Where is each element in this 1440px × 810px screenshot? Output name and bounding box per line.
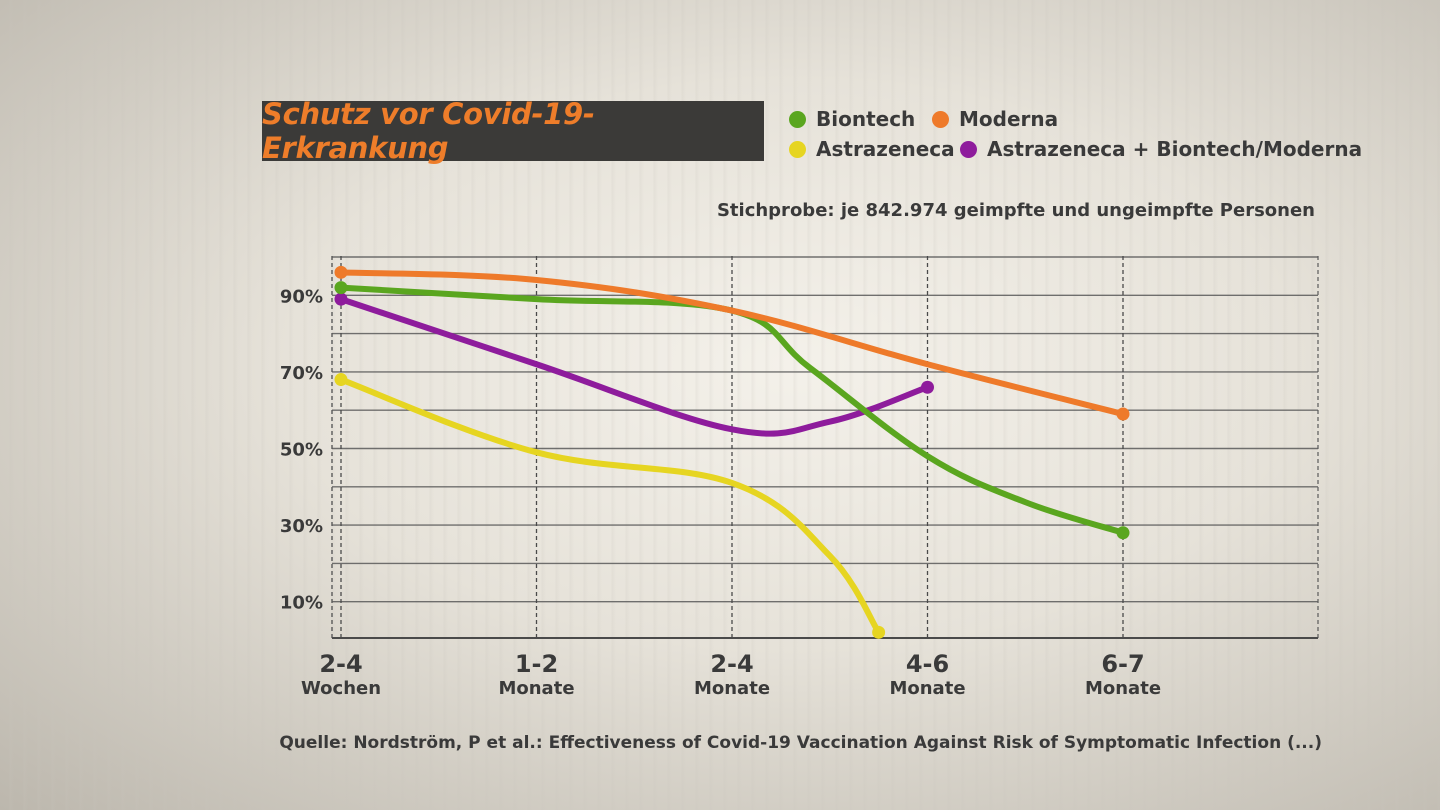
x-tick-sublabel: Wochen xyxy=(301,678,381,699)
x-tick-label: 2-4 xyxy=(319,650,362,678)
legend-dot-icon xyxy=(789,140,806,158)
legend-dot-icon xyxy=(932,110,949,128)
series-line-astrazeneca-biontech-moderna xyxy=(338,296,931,437)
data-point-biontech xyxy=(334,281,348,295)
chart-source: Quelle: Nordström, P et al.: Effectivene… xyxy=(279,733,1322,753)
legend-label-astrazeneca-biontech-moderna: Astrazeneca + Biontech/Moderna xyxy=(987,137,1363,161)
x-tick-sublabel: Monate xyxy=(498,678,574,699)
y-tick-label: 30% xyxy=(280,516,323,537)
chart-title: Schutz vor Covid-19-Erkrankung xyxy=(262,97,595,165)
chart-subtitle: Stichprobe: je 842.974 geimpfte und unge… xyxy=(716,200,1315,221)
data-point-moderna xyxy=(1116,407,1130,421)
x-tick-label: 4-6 xyxy=(906,650,949,678)
legend-label-biontech: Biontech xyxy=(816,107,916,131)
y-tick-label: 10% xyxy=(280,593,323,614)
y-tick-label: 50% xyxy=(280,440,323,461)
y-tick-label: 70% xyxy=(280,363,323,384)
data-point-moderna xyxy=(334,265,348,279)
legend-item-moderna: Moderna xyxy=(932,107,1058,131)
data-point-biontech xyxy=(1116,526,1130,540)
legend-item-astrazeneca-biontech-moderna: Astrazeneca + Biontech/Moderna xyxy=(960,137,1362,161)
series-line-astrazeneca xyxy=(338,376,882,636)
data-point-astrazeneca xyxy=(872,625,886,639)
legend-label-astrazeneca: Astrazeneca xyxy=(816,137,955,161)
x-tick-sublabel: Monate xyxy=(889,678,965,699)
legend-item-astrazeneca: Astrazeneca xyxy=(789,137,955,161)
legend-item-biontech: Biontech xyxy=(789,107,915,131)
data-point-astrazeneca xyxy=(334,373,348,387)
x-tick-sublabel: Monate xyxy=(1085,678,1161,699)
series-line-moderna xyxy=(338,269,1126,418)
chart-title-box: Schutz vor Covid-19-Erkrankung xyxy=(262,97,764,165)
data-point-astrazeneca-biontech-moderna xyxy=(921,380,934,394)
legend-dot-icon xyxy=(789,110,806,128)
legend-label-moderna: Moderna xyxy=(959,107,1059,131)
x-tick-label: 6-7 xyxy=(1101,650,1144,678)
x-tick-label: 1-2 xyxy=(515,650,558,678)
y-tick-label: 90% xyxy=(280,286,323,307)
series-line-biontech xyxy=(338,284,1126,536)
x-tick-sublabel: Monate xyxy=(694,678,770,699)
legend-dot-icon xyxy=(960,140,977,158)
data-point-astrazeneca-biontech-moderna xyxy=(334,292,348,306)
x-tick-label: 2-4 xyxy=(710,650,753,678)
